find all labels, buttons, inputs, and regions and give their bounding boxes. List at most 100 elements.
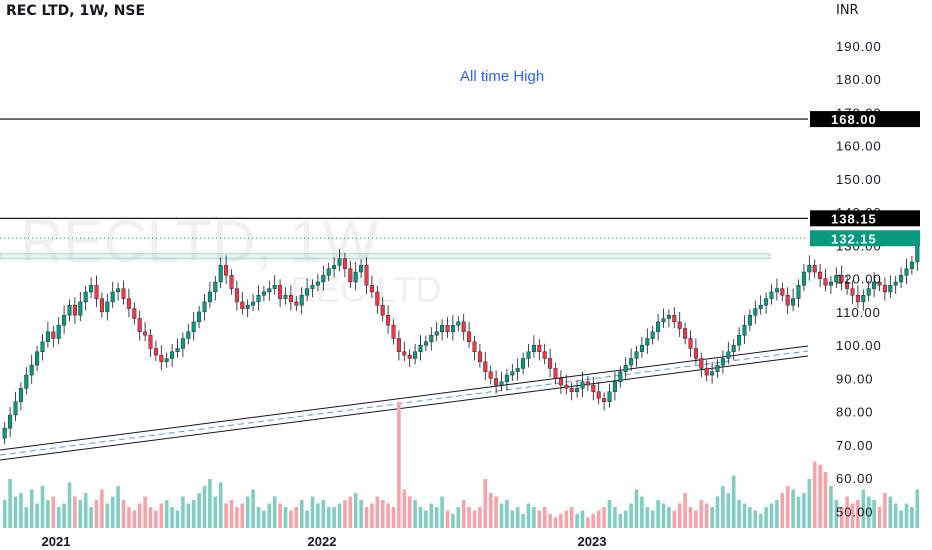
candle-body (35, 351, 40, 366)
y-tick-label: 120.00 (836, 272, 882, 287)
volume-bar (526, 503, 531, 528)
candle-body (348, 268, 353, 283)
candle-body (666, 315, 671, 319)
volume-bar (100, 489, 104, 528)
candle-body (882, 285, 887, 293)
volume-bar (483, 479, 488, 528)
candle-body (8, 414, 13, 429)
candle-body (321, 275, 326, 283)
volume-bar (24, 507, 29, 528)
candle-body (828, 281, 833, 286)
candle-body (213, 281, 218, 293)
volume-bar (451, 514, 455, 528)
candle-body (175, 348, 180, 353)
candle-body (839, 275, 844, 283)
candle-body (148, 334, 153, 349)
volume-bar (802, 493, 806, 528)
candle-body (445, 325, 450, 333)
candle-body (56, 325, 61, 339)
volume-bar (553, 517, 558, 528)
volume-bar (89, 507, 93, 528)
candle-body (110, 291, 115, 303)
volume-bar (143, 496, 147, 528)
volume-bar (823, 472, 828, 528)
candle-body (434, 331, 439, 336)
candle-body (413, 351, 418, 359)
candle-body (234, 288, 239, 303)
candle-body (342, 258, 347, 269)
candle-body (785, 295, 790, 306)
candle-body (83, 291, 88, 303)
volume-bar (607, 500, 612, 528)
volume-bar (62, 503, 66, 528)
candle-body (515, 368, 520, 372)
volume-bar (656, 500, 660, 528)
candle-body (801, 271, 806, 286)
volume-bar (245, 496, 250, 528)
y-tick-label: 80.00 (836, 405, 874, 420)
candle-body (855, 295, 860, 303)
volume-bar (229, 500, 234, 528)
volume-bar (602, 507, 606, 528)
candle-body (224, 265, 229, 276)
candle-body (245, 305, 250, 309)
volume-bar (694, 510, 698, 528)
volume-bar (445, 510, 450, 528)
volume-bar (83, 493, 88, 528)
volume-bar (753, 510, 758, 528)
candle-body (99, 298, 104, 313)
volume-bar (904, 503, 909, 528)
volume-bar (710, 507, 714, 528)
candle-body (326, 268, 331, 276)
candle-body (164, 358, 169, 362)
candle-body (769, 291, 774, 299)
candle-body (715, 364, 720, 372)
volume-bar (737, 500, 741, 528)
volume-bar (623, 510, 628, 528)
candle-body (126, 298, 131, 309)
resistance-zone (0, 253, 771, 260)
volume-bar (688, 507, 693, 528)
candle-body (429, 334, 434, 343)
volume-bar (478, 507, 482, 528)
candle-body (807, 265, 812, 273)
volume-bar (159, 503, 164, 528)
candle-body (537, 344, 542, 353)
candle-body (121, 288, 126, 299)
y-tick-label: 150.00 (836, 172, 882, 187)
volume-bar (191, 500, 196, 528)
candle-body (13, 401, 18, 416)
candle-body (483, 361, 488, 372)
candle-body (504, 374, 509, 382)
volume-bar (278, 503, 282, 528)
volume-bar (397, 402, 401, 528)
volume-bar (105, 503, 110, 528)
volume-bar (672, 510, 677, 528)
price-label-box (810, 210, 920, 227)
volume-bar (883, 493, 887, 528)
volume-bar (499, 503, 504, 528)
volume-bar (845, 496, 849, 528)
candle-body (386, 315, 391, 326)
candle-body (645, 338, 650, 346)
volume-bar (391, 507, 396, 528)
volume-bar (337, 503, 342, 528)
volume-bar (699, 500, 704, 528)
candle-body (18, 388, 23, 402)
candle-body (402, 351, 407, 356)
candle-body (780, 288, 785, 296)
volume-bar (51, 496, 56, 528)
candle-body (710, 371, 715, 376)
volume-bar (780, 493, 785, 528)
candle-body (332, 265, 337, 269)
candle-body (899, 275, 904, 283)
candle-body (440, 325, 445, 333)
candle-body (575, 388, 580, 392)
volume-bar (580, 510, 585, 528)
volume-bar (380, 500, 385, 528)
annotation-all-time-high: All time High (460, 68, 544, 85)
volume-bar (283, 507, 288, 528)
volume-bar (472, 510, 477, 528)
